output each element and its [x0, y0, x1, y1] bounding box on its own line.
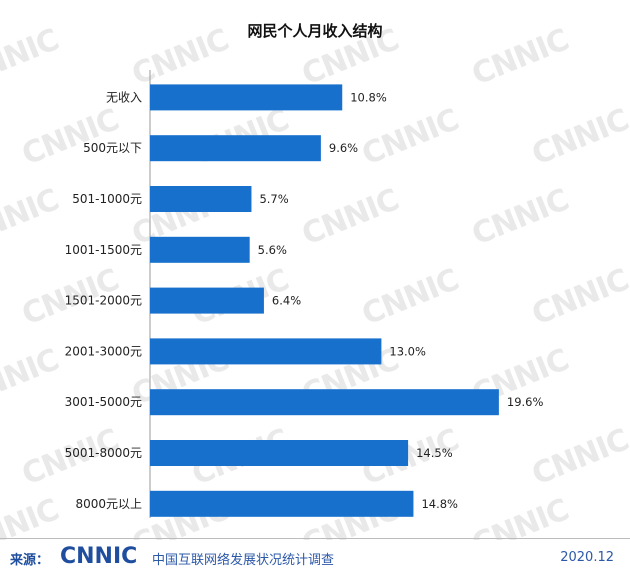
- value-label: 6.4%: [272, 294, 301, 308]
- category-label: 3001-5000元: [65, 395, 142, 409]
- source-label: 来源：: [10, 553, 50, 568]
- category-label: 1501-2000元: [65, 294, 142, 308]
- bar: [150, 440, 409, 466]
- value-label: 14.8%: [421, 497, 458, 511]
- bar: [150, 84, 343, 111]
- category-label: 8000元以上: [75, 497, 142, 511]
- category-label: 501-1000元: [72, 192, 142, 206]
- cnnic-logo: CNNIC: [60, 544, 137, 567]
- bar: [150, 389, 499, 416]
- logo-text: CNNIC: [60, 544, 137, 567]
- category-label: 2001-3000元: [65, 344, 142, 358]
- bars-group: 无收入 10.8% 500元以下 9.6% 501-1000元 5.7% 1001-1500…: [65, 84, 544, 517]
- chart-title: 网民个人月收入结构: [247, 22, 383, 40]
- value-label: 13.0%: [389, 344, 426, 358]
- value-label: 10.8%: [350, 90, 387, 104]
- report-date: 2020.12: [560, 550, 614, 565]
- bar-chart: 无收入 10.8% 500元以下 9.6% 501-1000元 5.7% 1001-1500…: [65, 70, 544, 518]
- bar: [150, 287, 264, 314]
- value-label: 5.6%: [258, 243, 287, 257]
- bar: [150, 236, 250, 263]
- value-label: 14.5%: [416, 446, 453, 460]
- value-label: 9.6%: [329, 141, 358, 155]
- category-label: 5001-8000元: [65, 446, 142, 460]
- value-label: 19.6%: [507, 395, 544, 409]
- footer: 来源： CNNIC 中国互联网络发展状况统计调查 2020.12: [0, 540, 630, 572]
- bar: [150, 186, 252, 212]
- bar: [150, 338, 382, 365]
- value-label: 5.7%: [259, 192, 288, 206]
- category-label: 500元以下: [83, 141, 142, 155]
- bar: [150, 135, 321, 162]
- footer-divider: [0, 538, 630, 539]
- category-label: 无收入: [106, 90, 142, 104]
- bar: [150, 490, 414, 517]
- organization-name: 中国互联网络发展状况统计调查: [152, 553, 335, 568]
- category-label: 1001-1500元: [65, 243, 142, 257]
